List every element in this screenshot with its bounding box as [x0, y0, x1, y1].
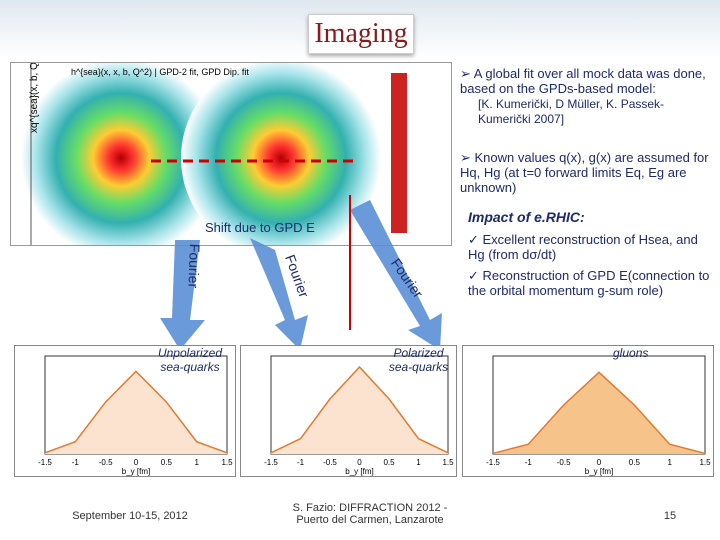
- plot-2-title: Polarized sea-quarks: [388, 346, 449, 374]
- x-tick-label: 1.5: [221, 458, 233, 467]
- fourier-arrow-2: [250, 238, 308, 350]
- x-tick-label: -1: [297, 458, 305, 467]
- series-line: [44, 370, 228, 454]
- x-tick-label: 1.5: [442, 458, 454, 467]
- x-tick-label: -1.5: [486, 458, 500, 467]
- x-tick-label: -1: [72, 458, 80, 467]
- x-tick-label: 0.5: [161, 458, 173, 467]
- series-line: [492, 371, 706, 455]
- heatmap-panel: xq^{sea}(x, b, Q^2) h^{sea}(x, x, b, Q^2…: [10, 62, 452, 246]
- x-tick-label: -1.5: [264, 458, 278, 467]
- x-axis-label: b_y [fm]: [122, 467, 150, 476]
- heatmap-blob-2: [181, 63, 381, 245]
- plot-1-title: Unpolarized sea-quarks: [157, 346, 223, 374]
- check-icon: ✓: [468, 268, 483, 283]
- fourier-label-1: Fourier: [185, 243, 203, 289]
- bullet-1-ref: [K. Kumerički, D Müller, K. Passek-Kumer…: [478, 97, 665, 126]
- x-tick-label: -0.5: [99, 458, 113, 467]
- impact-title: Impact of e.RHIC:: [468, 209, 585, 225]
- check-1: ✓ Excellent reconstruction of Hsea, and …: [468, 232, 698, 262]
- x-tick-label: 1: [667, 458, 672, 467]
- plot-unpolarized: -1.5 -1 -0.5 0 0.5 1 1.5 b_y [fm] Unpolarized s…: [14, 345, 236, 477]
- footer-page: 15: [663, 510, 677, 522]
- plot-polarized: -1.5 -1 -0.5 0 0.5 1 1.5 b_y [fm] Polarized sea…: [240, 345, 457, 477]
- footer-date: September 10-15, 2012: [72, 510, 188, 522]
- bullet-1: ➢ A global fit over all mock data was do…: [460, 66, 706, 96]
- bullet-2: ➢ Known values q(x), g(x) are assumed fo…: [460, 150, 709, 195]
- heatmap-svg: [11, 63, 451, 245]
- x-axis-label: b_y [fm]: [345, 467, 373, 476]
- shift-label: Shift due to GPD E: [205, 220, 315, 235]
- plot-3-title: gluons: [613, 346, 649, 360]
- x-axis-label: b_y [fm]: [585, 467, 613, 476]
- x-tick-label: -0.5: [323, 458, 337, 467]
- slide-title: Imaging: [314, 18, 408, 49]
- plot-svg-3: -1.5 -1 -0.5 0 0.5 1 1.5 b_y [fm]: [486, 355, 711, 476]
- fourier-arrow-3: [350, 200, 442, 350]
- series-line: [270, 365, 449, 454]
- plot-svg-2: -1.5 -1 -0.5 0 0.5 1 1.5 b_y [fm]: [264, 355, 454, 476]
- heatmap-blob-1: [21, 63, 221, 245]
- series-band: [45, 371, 227, 454]
- arrow-bullet-icon: ➢: [460, 66, 474, 81]
- slide-title-box: Imaging: [308, 14, 414, 54]
- heatmap-top-label: h^{sea}(x, x, b, Q^2) | GPD-2 fit, GPD D…: [71, 67, 249, 77]
- x-tick-label: 1: [194, 458, 199, 467]
- x-tick-label: 0: [357, 458, 362, 467]
- x-tick-label: 0: [134, 458, 139, 467]
- fourier-arrow-1: [160, 240, 205, 350]
- x-tick-label: -1.5: [38, 458, 52, 467]
- check-2: ✓ Reconstruction of GPD E(connection to …: [468, 268, 710, 298]
- series-band: [493, 372, 705, 454]
- check-icon: ✓: [468, 232, 483, 247]
- plot-gluons: -1.5 -1 -0.5 0 0.5 1 1.5 b_y [fm] gluons: [462, 345, 714, 477]
- x-tick-label: 0.5: [629, 458, 641, 467]
- arrow-bullet-icon: ➢: [460, 150, 475, 165]
- x-tick-label: 1.5: [699, 458, 711, 467]
- plot-svg-1: -1.5 -1 -0.5 0 0.5 1 1.5 b_y [fm]: [38, 355, 233, 476]
- footer-event: S. Fazio: DIFFRACTION 2012 - Puerto del …: [292, 502, 448, 526]
- x-tick-label: -0.5: [557, 458, 571, 467]
- x-tick-label: 0: [597, 458, 602, 467]
- x-tick-label: 0.5: [383, 458, 395, 467]
- x-tick-label: 1: [416, 458, 421, 467]
- series-band: [271, 367, 448, 454]
- x-tick-label: -1: [525, 458, 533, 467]
- color-scale: [391, 73, 407, 233]
